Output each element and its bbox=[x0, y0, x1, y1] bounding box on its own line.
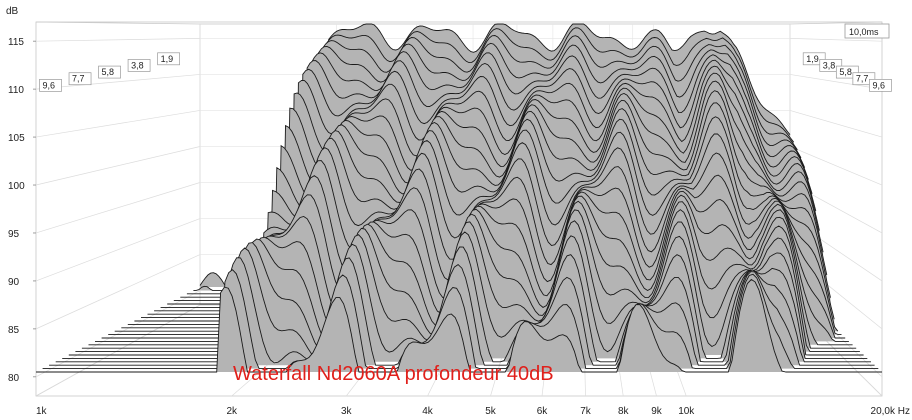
chart-caption: Waterfall Nd2060A profondeur 40dB bbox=[233, 363, 554, 385]
y-tick-label: 95 bbox=[8, 229, 20, 240]
time-tick-box bbox=[39, 79, 62, 92]
y-tick-label: 80 bbox=[8, 373, 20, 384]
x-tick-label: 10k bbox=[678, 406, 695, 417]
time-tick-box bbox=[127, 59, 151, 72]
grid-line-y bbox=[35, 38, 201, 42]
time-tick-label: 1,9 bbox=[806, 54, 819, 64]
grid-line-y bbox=[35, 254, 201, 330]
time-tick-box bbox=[98, 65, 121, 79]
y-tick-label: 90 bbox=[8, 277, 20, 288]
x-axis-ticks: 1k 2k 3k 4k 5k 6k 7k 8k 9k 10k 20,0k Hz bbox=[36, 406, 910, 417]
slice-fill-24 bbox=[42, 269, 879, 369]
time-tick-label: 3,8 bbox=[131, 60, 144, 70]
time-tick-label: 3,8 bbox=[823, 60, 836, 70]
slice-line-23 bbox=[49, 257, 875, 366]
time-tick-label: 7,7 bbox=[856, 74, 869, 84]
slice-line-25 bbox=[36, 278, 882, 373]
x-tick-label: 6k bbox=[537, 406, 549, 417]
slice-fill-25 bbox=[36, 279, 882, 372]
x-tick-label: 7k bbox=[580, 406, 592, 417]
waterfall-slices bbox=[36, 23, 882, 373]
grid-line-x bbox=[35, 304, 201, 397]
grid-line-y bbox=[35, 290, 201, 378]
svg-text:10,0ms: 10,0ms bbox=[849, 27, 879, 37]
grid-line-y bbox=[35, 146, 201, 186]
time-tick-box bbox=[157, 52, 180, 66]
frame-edge bbox=[789, 21, 883, 25]
y-tick-label: 85 bbox=[8, 325, 20, 336]
slice-line-20 bbox=[68, 220, 864, 356]
slice-line-19 bbox=[75, 209, 860, 353]
y-axis-ticks: 80 85 90 95 100 105 110 115 bbox=[8, 37, 36, 384]
grid-line-y bbox=[789, 110, 883, 138]
time-tick-label: 9,6 bbox=[43, 80, 56, 90]
time-tick-label: 9,6 bbox=[872, 80, 885, 90]
front-frame bbox=[35, 21, 883, 397]
time-tick-label: 5,8 bbox=[102, 67, 115, 77]
grid-line-y bbox=[35, 74, 201, 90]
y-tick-label: 115 bbox=[8, 37, 24, 48]
time-tick-label: 1,9 bbox=[161, 54, 174, 64]
frame-edge bbox=[35, 21, 201, 25]
time-tick-label: 7,7 bbox=[72, 74, 85, 84]
grid-line-y bbox=[789, 74, 883, 90]
grid-line-y bbox=[789, 146, 883, 186]
time-max-label: 10,0ms bbox=[844, 23, 890, 39]
y-axis-label: dB bbox=[6, 6, 19, 17]
grid-line-y bbox=[35, 182, 201, 234]
x-tick-label: 2k bbox=[226, 406, 238, 417]
grid-line-y bbox=[789, 38, 883, 42]
x-tick-label: 5k bbox=[485, 406, 497, 417]
y-tick-label: 100 bbox=[8, 181, 25, 192]
x-tick-label: 8k bbox=[618, 406, 630, 417]
slice-line-24 bbox=[42, 269, 879, 370]
x-tick-label: 9k bbox=[651, 406, 663, 417]
y-tick-label: 110 bbox=[8, 85, 24, 96]
y-tick-label: 105 bbox=[8, 133, 25, 144]
slice-line-21 bbox=[62, 231, 868, 359]
x-tick-label: 4k bbox=[422, 406, 434, 417]
time-tick-box bbox=[68, 72, 92, 86]
time-tick-label: 5,8 bbox=[839, 67, 852, 77]
x-tick-label: 1k bbox=[36, 406, 48, 417]
grid-line-y bbox=[35, 110, 201, 138]
time-tick-box bbox=[869, 79, 892, 92]
slice-line-22 bbox=[55, 243, 871, 363]
x-tick-label: 3k bbox=[341, 406, 353, 417]
x-tick-label: 20,0k Hz bbox=[871, 406, 910, 417]
time-axis-ticks: 1,93,85,87,79,61,93,85,87,79,6 bbox=[39, 52, 892, 92]
grid-line-y bbox=[35, 218, 201, 282]
